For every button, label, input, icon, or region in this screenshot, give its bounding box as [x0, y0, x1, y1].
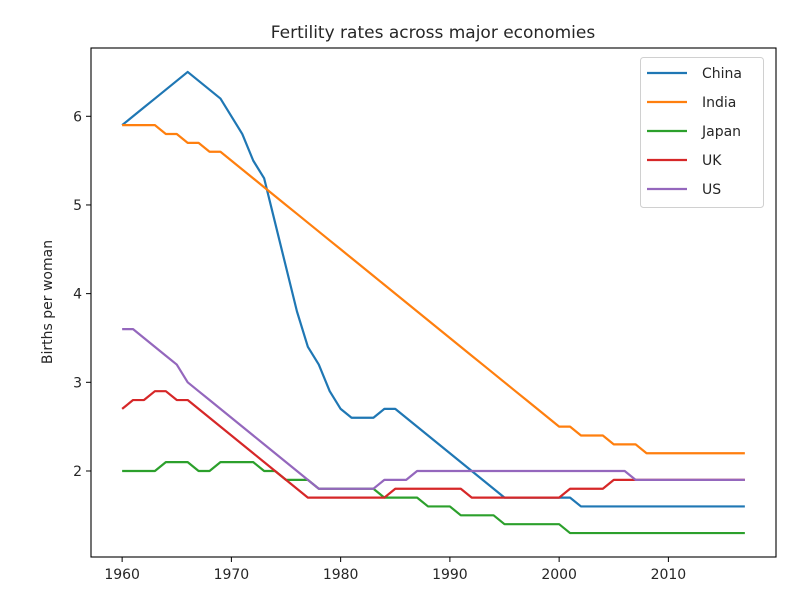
legend-label: Japan — [701, 124, 741, 140]
series-line-china — [121, 70, 745, 508]
x-tick-label: 1970 — [214, 567, 250, 583]
x-tick-label: 1990 — [432, 567, 468, 583]
legend-item-us: US — [647, 182, 721, 198]
x-tick-label: 1960 — [104, 567, 140, 583]
legend-item-japan: Japan — [647, 124, 741, 140]
series-line-us — [122, 328, 745, 490]
legend-item-uk: UK — [647, 153, 722, 169]
legend-label: China — [702, 66, 742, 82]
legend-box — [640, 57, 764, 208]
legend-label: UK — [702, 153, 722, 169]
x-tick-label: 2000 — [541, 567, 577, 583]
x-tick-label: 2010 — [651, 567, 687, 583]
y-tick-label: 4 — [73, 287, 82, 303]
legend-label: India — [702, 95, 736, 111]
series-line-japan — [122, 461, 745, 535]
axes-frame — [90, 47, 777, 558]
legend-label: US — [702, 182, 721, 198]
y-tick-label: 3 — [73, 375, 82, 391]
y-tick-label: 6 — [73, 109, 82, 125]
legend-item-india: India — [647, 95, 736, 111]
legend: China India Japan UK US — [640, 57, 764, 208]
series-layer — [121, 70, 745, 535]
y-tick-label: 2 — [73, 464, 82, 480]
y-tick-label: 5 — [73, 198, 82, 214]
y-axis-label: Births per woman — [40, 240, 56, 364]
series-line-india — [122, 124, 745, 455]
x-tick-label: 1980 — [323, 567, 359, 583]
legend-item-china: China — [647, 66, 742, 82]
chart-title: Fertility rates across major economies — [271, 23, 596, 43]
ticks-layer: 1960 1970 1980 1990 2000 2010 2 3 4 5 6 — [73, 109, 686, 583]
